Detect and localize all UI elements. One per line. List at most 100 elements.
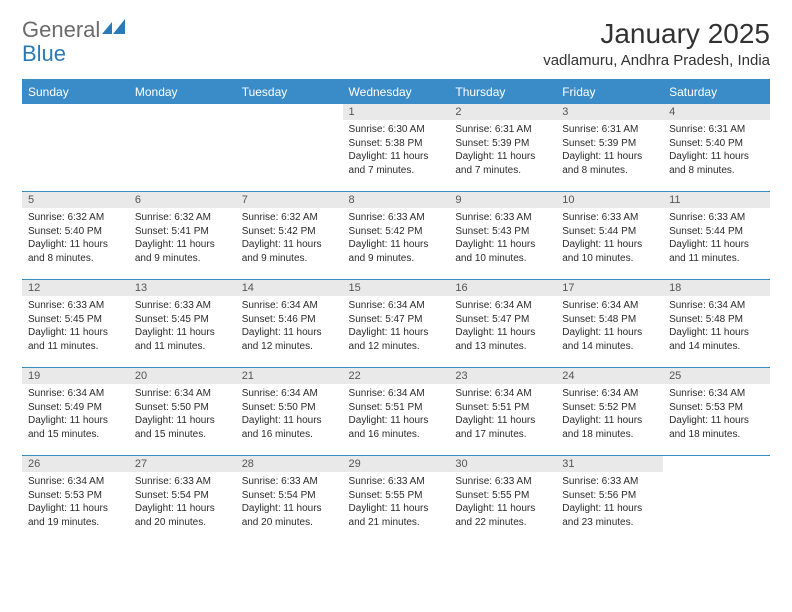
calendar-week-row: 5Sunrise: 6:32 AMSunset: 5:40 PMDaylight… <box>22 192 770 280</box>
calendar-day-cell: 23Sunrise: 6:34 AMSunset: 5:51 PMDayligh… <box>449 368 556 456</box>
sunrise-text: Sunrise: 6:34 AM <box>562 299 657 313</box>
day-number: 20 <box>129 368 236 384</box>
day-details: Sunrise: 6:34 AMSunset: 5:51 PMDaylight:… <box>343 384 450 445</box>
day-number: 15 <box>343 280 450 296</box>
calendar-day-cell: 2Sunrise: 6:31 AMSunset: 5:39 PMDaylight… <box>449 104 556 192</box>
calendar-day-cell: 19Sunrise: 6:34 AMSunset: 5:49 PMDayligh… <box>22 368 129 456</box>
sunrise-text: Sunrise: 6:32 AM <box>242 211 337 225</box>
calendar-day-cell <box>129 104 236 192</box>
sunset-text: Sunset: 5:54 PM <box>242 489 337 503</box>
sunset-text: Sunset: 5:55 PM <box>349 489 444 503</box>
calendar-day-cell: 30Sunrise: 6:33 AMSunset: 5:55 PMDayligh… <box>449 456 556 544</box>
day-number: 17 <box>556 280 663 296</box>
sunset-text: Sunset: 5:40 PM <box>669 137 764 151</box>
day-number: 1 <box>343 104 450 120</box>
sunset-text: Sunset: 5:53 PM <box>28 489 123 503</box>
day-number: 7 <box>236 192 343 208</box>
daylight-text: Daylight: 11 hours and 19 minutes. <box>28 502 123 529</box>
sunrise-text: Sunrise: 6:33 AM <box>349 475 444 489</box>
day-number: 5 <box>22 192 129 208</box>
sunrise-text: Sunrise: 6:34 AM <box>349 299 444 313</box>
day-header: Monday <box>129 80 236 104</box>
calendar-day-cell: 5Sunrise: 6:32 AMSunset: 5:40 PMDaylight… <box>22 192 129 280</box>
sunset-text: Sunset: 5:42 PM <box>349 225 444 239</box>
sunrise-text: Sunrise: 6:32 AM <box>135 211 230 225</box>
day-number: 28 <box>236 456 343 472</box>
day-number: 27 <box>129 456 236 472</box>
daylight-text: Daylight: 11 hours and 11 minutes. <box>669 238 764 265</box>
sunrise-text: Sunrise: 6:34 AM <box>242 299 337 313</box>
day-details: Sunrise: 6:34 AMSunset: 5:50 PMDaylight:… <box>236 384 343 445</box>
calendar-day-cell: 16Sunrise: 6:34 AMSunset: 5:47 PMDayligh… <box>449 280 556 368</box>
daylight-text: Daylight: 11 hours and 17 minutes. <box>455 414 550 441</box>
daylight-text: Daylight: 11 hours and 12 minutes. <box>242 326 337 353</box>
calendar-day-cell: 7Sunrise: 6:32 AMSunset: 5:42 PMDaylight… <box>236 192 343 280</box>
calendar-day-cell: 15Sunrise: 6:34 AMSunset: 5:47 PMDayligh… <box>343 280 450 368</box>
daylight-text: Daylight: 11 hours and 8 minutes. <box>562 150 657 177</box>
sunrise-text: Sunrise: 6:33 AM <box>455 475 550 489</box>
sunrise-text: Sunrise: 6:31 AM <box>669 123 764 137</box>
calendar-day-cell: 9Sunrise: 6:33 AMSunset: 5:43 PMDaylight… <box>449 192 556 280</box>
day-number: 4 <box>663 104 770 120</box>
calendar-day-cell: 8Sunrise: 6:33 AMSunset: 5:42 PMDaylight… <box>343 192 450 280</box>
sunset-text: Sunset: 5:51 PM <box>349 401 444 415</box>
day-details: Sunrise: 6:34 AMSunset: 5:48 PMDaylight:… <box>663 296 770 357</box>
location-text: vadlamuru, Andhra Pradesh, India <box>543 52 770 69</box>
day-details: Sunrise: 6:34 AMSunset: 5:52 PMDaylight:… <box>556 384 663 445</box>
day-details: Sunrise: 6:33 AMSunset: 5:56 PMDaylight:… <box>556 472 663 533</box>
calendar-week-row: 1Sunrise: 6:30 AMSunset: 5:38 PMDaylight… <box>22 104 770 192</box>
daylight-text: Daylight: 11 hours and 16 minutes. <box>349 414 444 441</box>
daylight-text: Daylight: 11 hours and 18 minutes. <box>562 414 657 441</box>
calendar-head: SundayMondayTuesdayWednesdayThursdayFrid… <box>22 80 770 104</box>
day-number: 18 <box>663 280 770 296</box>
day-details: Sunrise: 6:34 AMSunset: 5:47 PMDaylight:… <box>343 296 450 357</box>
day-number: 23 <box>449 368 556 384</box>
sunrise-text: Sunrise: 6:33 AM <box>455 211 550 225</box>
day-details: Sunrise: 6:33 AMSunset: 5:44 PMDaylight:… <box>663 208 770 269</box>
day-details: Sunrise: 6:30 AMSunset: 5:38 PMDaylight:… <box>343 120 450 181</box>
page-header: General Blue January 2025 vadlamuru, And… <box>22 18 770 69</box>
sunrise-text: Sunrise: 6:33 AM <box>669 211 764 225</box>
sunrise-text: Sunrise: 6:34 AM <box>669 299 764 313</box>
daylight-text: Daylight: 11 hours and 23 minutes. <box>562 502 657 529</box>
day-number: 22 <box>343 368 450 384</box>
daylight-text: Daylight: 11 hours and 14 minutes. <box>669 326 764 353</box>
logo-text-blue: Blue <box>22 41 66 66</box>
calendar-day-cell: 11Sunrise: 6:33 AMSunset: 5:44 PMDayligh… <box>663 192 770 280</box>
day-number: 12 <box>22 280 129 296</box>
day-number: 3 <box>556 104 663 120</box>
sunrise-text: Sunrise: 6:33 AM <box>28 299 123 313</box>
calendar-day-cell: 18Sunrise: 6:34 AMSunset: 5:48 PMDayligh… <box>663 280 770 368</box>
sunset-text: Sunset: 5:55 PM <box>455 489 550 503</box>
sunset-text: Sunset: 5:41 PM <box>135 225 230 239</box>
daylight-text: Daylight: 11 hours and 13 minutes. <box>455 326 550 353</box>
day-number: 2 <box>449 104 556 120</box>
daylight-text: Daylight: 11 hours and 14 minutes. <box>562 326 657 353</box>
daylight-text: Daylight: 11 hours and 11 minutes. <box>28 326 123 353</box>
day-header: Saturday <box>663 80 770 104</box>
day-header: Wednesday <box>343 80 450 104</box>
daylight-text: Daylight: 11 hours and 7 minutes. <box>455 150 550 177</box>
logo-text-general: General <box>22 17 100 42</box>
calendar-week-row: 12Sunrise: 6:33 AMSunset: 5:45 PMDayligh… <box>22 280 770 368</box>
sunrise-text: Sunrise: 6:34 AM <box>242 387 337 401</box>
sunset-text: Sunset: 5:50 PM <box>242 401 337 415</box>
day-number: 31 <box>556 456 663 472</box>
calendar-day-cell: 24Sunrise: 6:34 AMSunset: 5:52 PMDayligh… <box>556 368 663 456</box>
daylight-text: Daylight: 11 hours and 10 minutes. <box>562 238 657 265</box>
daylight-text: Daylight: 11 hours and 10 minutes. <box>455 238 550 265</box>
daylight-text: Daylight: 11 hours and 9 minutes. <box>349 238 444 265</box>
day-details: Sunrise: 6:34 AMSunset: 5:47 PMDaylight:… <box>449 296 556 357</box>
daylight-text: Daylight: 11 hours and 18 minutes. <box>669 414 764 441</box>
calendar-table: SundayMondayTuesdayWednesdayThursdayFrid… <box>22 79 770 544</box>
day-details: Sunrise: 6:34 AMSunset: 5:53 PMDaylight:… <box>663 384 770 445</box>
day-number: 9 <box>449 192 556 208</box>
day-details: Sunrise: 6:32 AMSunset: 5:41 PMDaylight:… <box>129 208 236 269</box>
sunrise-text: Sunrise: 6:33 AM <box>242 475 337 489</box>
daylight-text: Daylight: 11 hours and 15 minutes. <box>28 414 123 441</box>
logo-triangle-icon <box>102 18 126 39</box>
calendar-body: 1Sunrise: 6:30 AMSunset: 5:38 PMDaylight… <box>22 104 770 544</box>
day-details: Sunrise: 6:33 AMSunset: 5:43 PMDaylight:… <box>449 208 556 269</box>
sunset-text: Sunset: 5:38 PM <box>349 137 444 151</box>
calendar-day-cell: 26Sunrise: 6:34 AMSunset: 5:53 PMDayligh… <box>22 456 129 544</box>
